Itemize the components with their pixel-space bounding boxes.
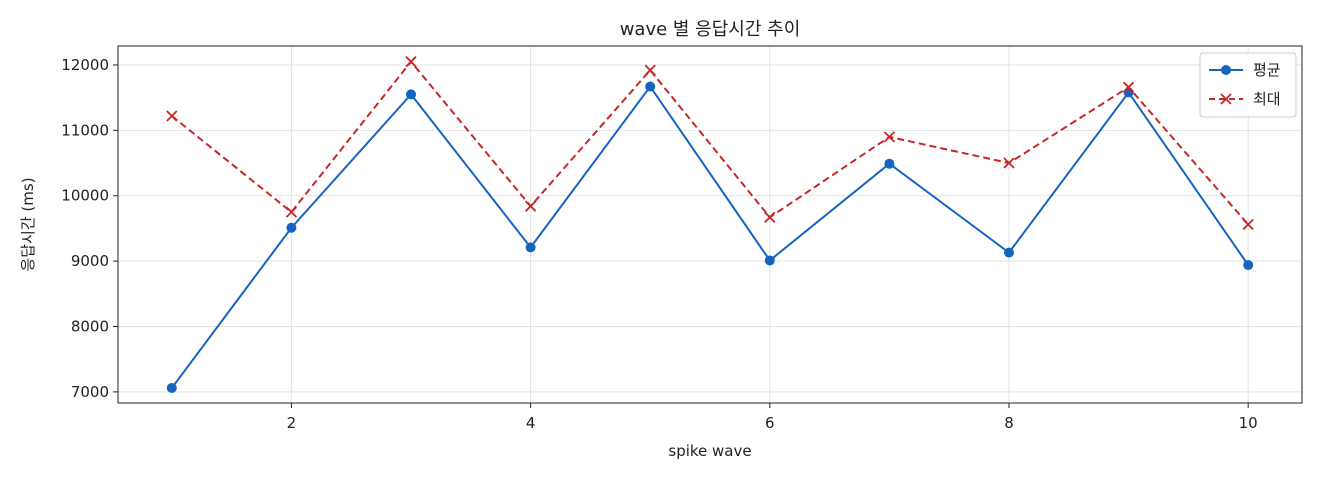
data-point-x bbox=[1242, 218, 1254, 231]
data-point-circle bbox=[1243, 260, 1254, 271]
plot-area-frame bbox=[117, 45, 1303, 404]
legend-marker bbox=[1220, 93, 1232, 105]
x-tick-label: 10 bbox=[1239, 414, 1258, 432]
data-point-circle bbox=[884, 158, 895, 169]
data-point-x bbox=[405, 56, 417, 68]
data-point-x bbox=[1122, 81, 1135, 93]
data-point-circle bbox=[764, 255, 775, 266]
y-axis-ticks: 7000 8000 9000 10000 11000 12000 bbox=[61, 56, 118, 401]
data-point-circle bbox=[1003, 247, 1014, 258]
data-point-x bbox=[524, 200, 537, 212]
series-layer bbox=[166, 56, 1254, 393]
x-axis-title: spike wave bbox=[668, 442, 751, 460]
y-tick-label: 7000 bbox=[71, 383, 109, 401]
data-point-circle bbox=[645, 81, 656, 92]
series-line bbox=[171, 60, 1249, 226]
x-tick-label: 2 bbox=[287, 414, 297, 432]
x-tick-label: 8 bbox=[1004, 414, 1014, 432]
y-axis-title: 응답시간 (ms) bbox=[19, 177, 37, 271]
y-tick-label: 9000 bbox=[71, 252, 109, 270]
y-tick-label: 11000 bbox=[61, 121, 109, 139]
data-point-circle bbox=[406, 89, 417, 100]
legend-marker bbox=[1221, 65, 1231, 75]
y-tick-label: 8000 bbox=[71, 318, 109, 336]
data-point-circle bbox=[166, 382, 177, 393]
data-point-x bbox=[644, 64, 656, 76]
data-point-x bbox=[764, 211, 776, 223]
legend-box bbox=[1199, 52, 1297, 118]
x-axis-ticks: 2 4 6 8 10 bbox=[287, 403, 1258, 432]
data-point-x bbox=[285, 206, 298, 218]
data-point-x bbox=[883, 131, 896, 143]
y-tick-label: 10000 bbox=[61, 187, 109, 205]
data-point-circle bbox=[286, 222, 297, 233]
data-point-circle bbox=[1123, 87, 1134, 98]
x-tick-label: 6 bbox=[765, 414, 775, 432]
series-max bbox=[166, 56, 1254, 231]
data-point-circle bbox=[525, 242, 536, 253]
x-tick-label: 4 bbox=[526, 414, 536, 432]
series-avg bbox=[166, 81, 1254, 393]
series-line bbox=[171, 85, 1250, 389]
chart-title: wave 별 응답시간 추이 bbox=[620, 19, 801, 40]
data-point-x bbox=[1003, 157, 1015, 169]
legend-label: 최대 bbox=[1253, 90, 1281, 108]
y-tick-label: 12000 bbox=[61, 56, 109, 74]
legend-label: 평균 bbox=[1253, 61, 1281, 79]
data-point-x bbox=[166, 110, 178, 122]
